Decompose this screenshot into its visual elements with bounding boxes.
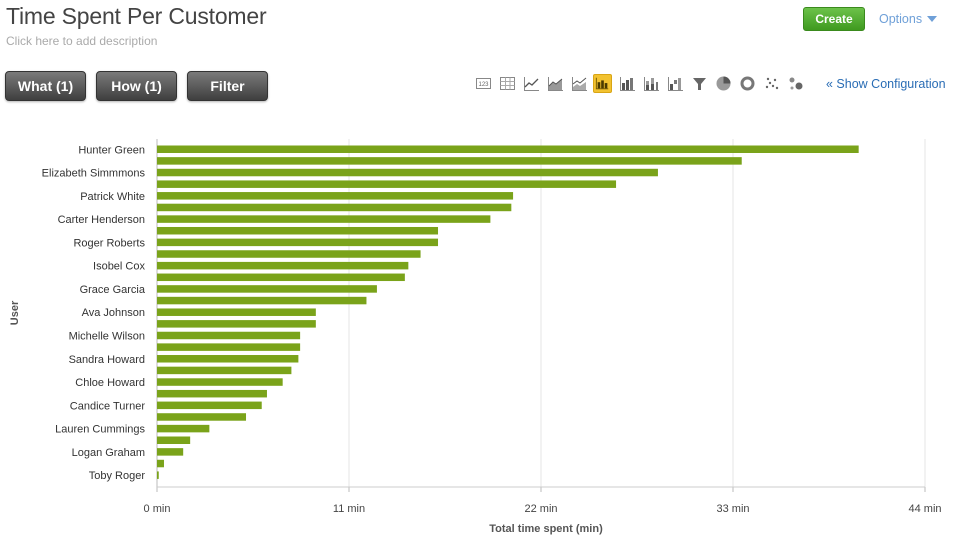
category-label: Lauren Cummings: [55, 424, 145, 436]
bar[interactable]: [157, 366, 292, 375]
category-label: Roger Roberts: [73, 237, 145, 249]
table-icon[interactable]: [498, 74, 517, 93]
category-label: Carter Henderson: [58, 214, 145, 226]
description-placeholder[interactable]: Click here to add description: [6, 34, 158, 48]
caret-down-icon: [927, 16, 938, 22]
bar-chart-icon[interactable]: [593, 74, 612, 93]
x-tick-labels: 0 min 11 min 22 min 33 min 44 min: [144, 503, 942, 515]
x-tick-label: 22 min: [524, 503, 557, 515]
bar[interactable]: [157, 448, 184, 456]
chart-bars: [157, 145, 859, 479]
bar[interactable]: [157, 250, 421, 258]
filter-button[interactable]: Filter: [187, 71, 268, 101]
category-label: Grace Garcia: [80, 284, 146, 296]
x-axis-title: Total time spent (min): [489, 523, 603, 535]
bar[interactable]: [157, 401, 262, 410]
x-tick-label: 44 min: [908, 503, 941, 515]
bar[interactable]: [157, 180, 617, 188]
category-label: Elizabeth Simmmons: [42, 168, 146, 180]
bar[interactable]: [157, 296, 367, 305]
column-chart-icon[interactable]: [618, 74, 637, 93]
show-configuration-link[interactable]: « Show Configuration: [826, 77, 946, 91]
bubble-icon[interactable]: [786, 74, 805, 93]
bar[interactable]: [157, 168, 658, 177]
bar[interactable]: [157, 261, 409, 270]
category-label: Patrick White: [80, 191, 145, 203]
scatter-icon[interactable]: [762, 74, 781, 93]
category-label: Isobel Cox: [93, 261, 145, 273]
x-tick-label: 0 min: [144, 503, 171, 515]
bar[interactable]: [157, 192, 514, 200]
category-label: Sandra Howard: [69, 354, 145, 366]
bar[interactable]: [157, 389, 267, 398]
bar[interactable]: [157, 285, 377, 293]
stacked-column-icon[interactable]: [642, 74, 661, 93]
bar[interactable]: [157, 355, 299, 363]
stacked-area-icon[interactable]: [570, 74, 589, 93]
bar[interactable]: [157, 471, 159, 479]
bar[interactable]: [157, 378, 283, 386]
bar[interactable]: [157, 157, 742, 165]
category-label: Hunter Green: [78, 144, 145, 156]
bar[interactable]: [157, 203, 512, 212]
category-label: Michelle Wilson: [69, 330, 145, 342]
bar[interactable]: [157, 413, 247, 421]
create-button[interactable]: Create: [803, 7, 865, 31]
waterfall-icon[interactable]: [666, 74, 685, 93]
bar[interactable]: [157, 145, 859, 154]
bar[interactable]: [157, 331, 301, 340]
page-title[interactable]: Time Spent Per Customer: [6, 3, 267, 29]
bar[interactable]: [157, 215, 491, 223]
area-chart-icon[interactable]: [546, 74, 565, 93]
category-label: Logan Graham: [72, 447, 145, 459]
category-labels: Hunter Green Elizabeth Simmmons Patrick Wh…: [42, 144, 146, 482]
svg-text:123: 123: [478, 82, 489, 88]
pie-chart-icon[interactable]: [714, 74, 733, 93]
what-button[interactable]: What (1): [5, 71, 86, 101]
bar[interactable]: [157, 308, 316, 316]
bar[interactable]: [157, 238, 439, 247]
bar[interactable]: [157, 226, 439, 235]
category-label: Chloe Howard: [75, 377, 145, 389]
line-chart-icon[interactable]: [522, 74, 541, 93]
x-tick-label: 11 min: [333, 503, 365, 515]
number-icon[interactable]: 123: [474, 74, 493, 93]
bar[interactable]: [157, 273, 405, 282]
category-label: Ava Johnson: [82, 307, 145, 319]
how-button[interactable]: How (1): [96, 71, 177, 101]
bar[interactable]: [157, 459, 164, 468]
bar[interactable]: [157, 436, 191, 445]
bar[interactable]: [157, 320, 316, 328]
bar[interactable]: [157, 424, 210, 433]
options-menu[interactable]: Options: [879, 12, 938, 26]
options-label: Options: [879, 12, 923, 26]
bar[interactable]: [157, 343, 301, 351]
donut-chart-icon[interactable]: [738, 74, 757, 93]
category-label: Toby Roger: [89, 470, 146, 482]
category-label: Candice Turner: [70, 400, 146, 412]
x-tick-label: 33 min: [716, 503, 749, 515]
y-axis-title: User: [9, 300, 21, 325]
funnel-icon[interactable]: [690, 74, 709, 93]
